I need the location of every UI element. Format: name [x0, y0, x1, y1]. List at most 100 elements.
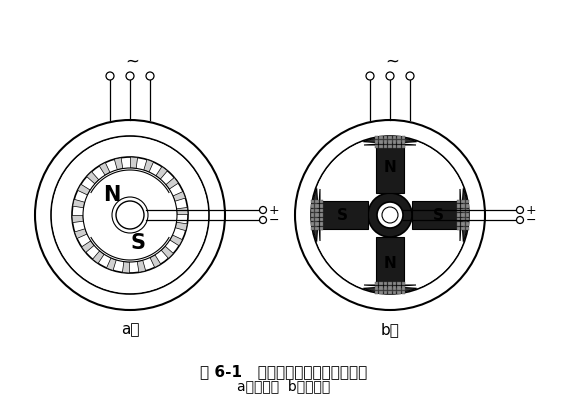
Polygon shape — [93, 251, 104, 264]
Polygon shape — [461, 209, 465, 212]
Polygon shape — [320, 213, 323, 217]
Polygon shape — [375, 136, 378, 139]
Text: ~: ~ — [125, 53, 139, 71]
Text: +: + — [269, 204, 279, 216]
Polygon shape — [107, 258, 116, 270]
Text: −: − — [526, 214, 537, 226]
Polygon shape — [311, 200, 314, 203]
Polygon shape — [99, 162, 110, 175]
Polygon shape — [379, 136, 383, 139]
Polygon shape — [402, 145, 406, 148]
Polygon shape — [161, 246, 173, 258]
Polygon shape — [77, 184, 90, 195]
Polygon shape — [375, 145, 378, 148]
Text: +: + — [526, 204, 537, 216]
Circle shape — [366, 72, 374, 80]
Polygon shape — [137, 260, 146, 272]
Polygon shape — [392, 140, 396, 144]
Polygon shape — [461, 218, 465, 221]
Polygon shape — [461, 200, 465, 203]
Circle shape — [382, 207, 398, 223]
Polygon shape — [74, 229, 87, 238]
Circle shape — [35, 120, 225, 310]
Polygon shape — [375, 140, 378, 144]
Polygon shape — [150, 255, 161, 268]
Polygon shape — [392, 282, 396, 285]
Circle shape — [146, 72, 154, 80]
Circle shape — [51, 136, 209, 294]
Polygon shape — [466, 200, 469, 203]
Polygon shape — [457, 209, 460, 212]
Polygon shape — [384, 140, 387, 144]
Circle shape — [83, 168, 177, 262]
Polygon shape — [311, 213, 314, 217]
Polygon shape — [177, 208, 188, 214]
Polygon shape — [315, 222, 319, 226]
Polygon shape — [122, 262, 130, 273]
Text: ~: ~ — [385, 53, 399, 71]
Polygon shape — [320, 204, 323, 208]
Polygon shape — [73, 199, 85, 208]
Polygon shape — [388, 140, 392, 144]
Polygon shape — [466, 209, 469, 212]
Polygon shape — [320, 218, 323, 221]
Polygon shape — [384, 282, 387, 285]
Circle shape — [295, 120, 485, 310]
Polygon shape — [457, 213, 460, 217]
Polygon shape — [388, 136, 392, 139]
Polygon shape — [466, 218, 469, 221]
Polygon shape — [466, 204, 469, 208]
Polygon shape — [320, 209, 323, 212]
Polygon shape — [397, 140, 401, 144]
Circle shape — [368, 193, 412, 237]
Polygon shape — [466, 213, 469, 217]
Polygon shape — [461, 213, 465, 217]
Polygon shape — [457, 222, 460, 226]
Polygon shape — [315, 204, 319, 208]
Polygon shape — [315, 218, 319, 221]
Circle shape — [116, 201, 144, 229]
Text: a）隐极式  b）凸极式: a）隐极式 b）凸极式 — [237, 379, 331, 393]
Polygon shape — [170, 235, 182, 246]
Polygon shape — [392, 145, 396, 148]
Text: −: − — [269, 214, 279, 226]
Polygon shape — [311, 209, 314, 212]
Polygon shape — [376, 143, 404, 193]
Text: b）: b） — [381, 322, 399, 338]
Polygon shape — [457, 200, 460, 203]
Polygon shape — [379, 291, 383, 294]
Polygon shape — [311, 204, 314, 208]
Circle shape — [516, 216, 524, 224]
Circle shape — [406, 72, 414, 80]
Polygon shape — [173, 192, 186, 201]
Polygon shape — [82, 241, 94, 252]
Circle shape — [516, 206, 524, 214]
Polygon shape — [315, 200, 319, 203]
Polygon shape — [311, 222, 314, 226]
Polygon shape — [412, 201, 462, 229]
Text: N: N — [103, 185, 120, 205]
Polygon shape — [384, 291, 387, 294]
Polygon shape — [397, 286, 401, 290]
Polygon shape — [397, 282, 401, 285]
Polygon shape — [379, 140, 383, 144]
Polygon shape — [311, 227, 314, 230]
Polygon shape — [156, 166, 168, 179]
Polygon shape — [72, 216, 83, 222]
Polygon shape — [375, 282, 378, 285]
Polygon shape — [320, 222, 323, 226]
Polygon shape — [388, 145, 392, 148]
Polygon shape — [402, 282, 406, 285]
Polygon shape — [466, 222, 469, 226]
Circle shape — [52, 137, 208, 293]
Polygon shape — [364, 285, 417, 293]
Text: N: N — [383, 160, 396, 174]
Polygon shape — [375, 286, 378, 290]
Polygon shape — [379, 282, 383, 285]
Polygon shape — [144, 160, 153, 172]
Polygon shape — [320, 200, 323, 203]
Polygon shape — [312, 188, 320, 242]
Polygon shape — [131, 157, 137, 168]
Polygon shape — [315, 227, 319, 230]
Polygon shape — [315, 209, 319, 212]
